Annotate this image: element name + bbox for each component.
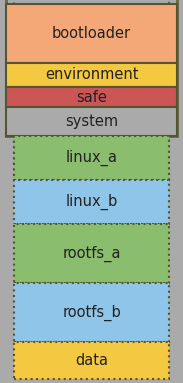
Bar — [6, 0, 177, 136]
Bar — [14, 224, 169, 283]
Bar — [6, 63, 177, 87]
Bar — [14, 342, 169, 379]
Text: safe: safe — [76, 90, 107, 105]
Text: bootloader: bootloader — [52, 26, 131, 41]
Bar — [6, 4, 177, 63]
Text: data: data — [75, 353, 108, 368]
Bar — [14, 283, 169, 342]
Bar — [6, 107, 177, 136]
Bar — [14, 0, 169, 180]
Text: rootfs_a: rootfs_a — [62, 246, 121, 262]
Bar — [14, 180, 169, 224]
Text: linux_a: linux_a — [66, 150, 117, 166]
Text: rootfs_b: rootfs_b — [62, 304, 121, 321]
Text: environment: environment — [45, 67, 138, 82]
Text: system: system — [65, 114, 118, 129]
Bar — [6, 87, 177, 107]
Text: linux_b: linux_b — [65, 194, 118, 210]
Bar — [14, 136, 169, 180]
